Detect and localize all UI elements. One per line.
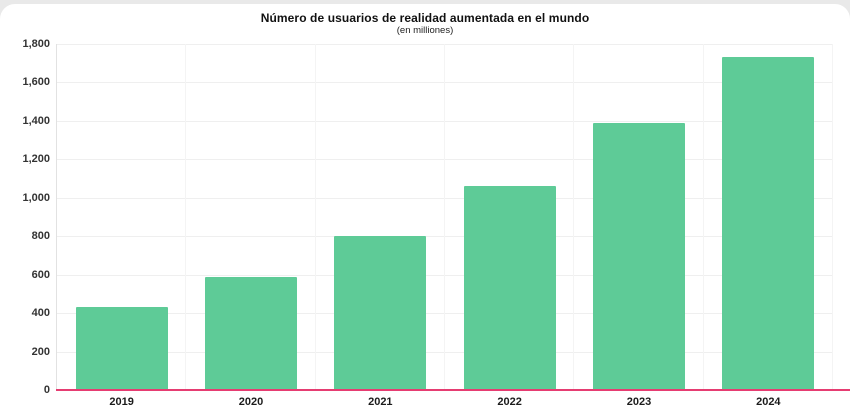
h-gridline [57,351,833,353]
bar-2021[interactable] [334,236,427,390]
x-tick-label: 2024 [756,396,781,408]
plot-area [57,44,833,390]
v-gridline [314,44,316,390]
y-tick-label: 1,600 [22,76,50,89]
bar-2019[interactable] [75,307,168,390]
bar-2024[interactable] [722,57,815,390]
x-tick-label: 2021 [368,396,393,408]
y-tick-label: 200 [31,345,50,358]
v-gridline [185,44,187,390]
y-tick-label: 400 [31,307,50,320]
h-gridline [57,120,833,122]
bar-2023[interactable] [593,122,685,390]
y-tick-label: 1,800 [22,38,50,50]
y-axis-line [56,44,57,390]
h-gridline [57,274,833,276]
x-tick-label: 2023 [626,396,652,408]
chart-card: Número de usuarios de realidad aumentada… [0,4,850,414]
h-gridline [57,159,833,161]
y-tick-label: 0 [43,384,50,396]
h-gridline [57,82,833,84]
y-tick-label: 800 [31,230,50,243]
x-tick-label: 2019 [109,396,134,408]
h-gridline [57,197,833,199]
y-tick-label: 1,200 [22,153,50,166]
x-tick-label: 2020 [238,396,264,408]
v-gridline [444,44,445,390]
y-tick-label: 1,400 [22,114,50,127]
v-gridline [573,44,575,390]
y-tick-label: 600 [31,268,50,281]
v-gridline [702,44,704,390]
bar-2020[interactable] [205,276,297,390]
h-gridline [57,236,833,238]
h-gridline [57,313,833,315]
y-tick-label: 1,000 [22,191,50,204]
h-gridline [57,44,833,45]
chart-title: Número de usuarios de realidad aumentada… [260,11,590,25]
x-tick-label: 2022 [497,396,522,408]
bar-2022[interactable] [463,186,556,390]
v-gridline [832,44,833,390]
chart-subtitle: (en milliones) [396,25,454,36]
x-axis-baseline [56,388,850,391]
